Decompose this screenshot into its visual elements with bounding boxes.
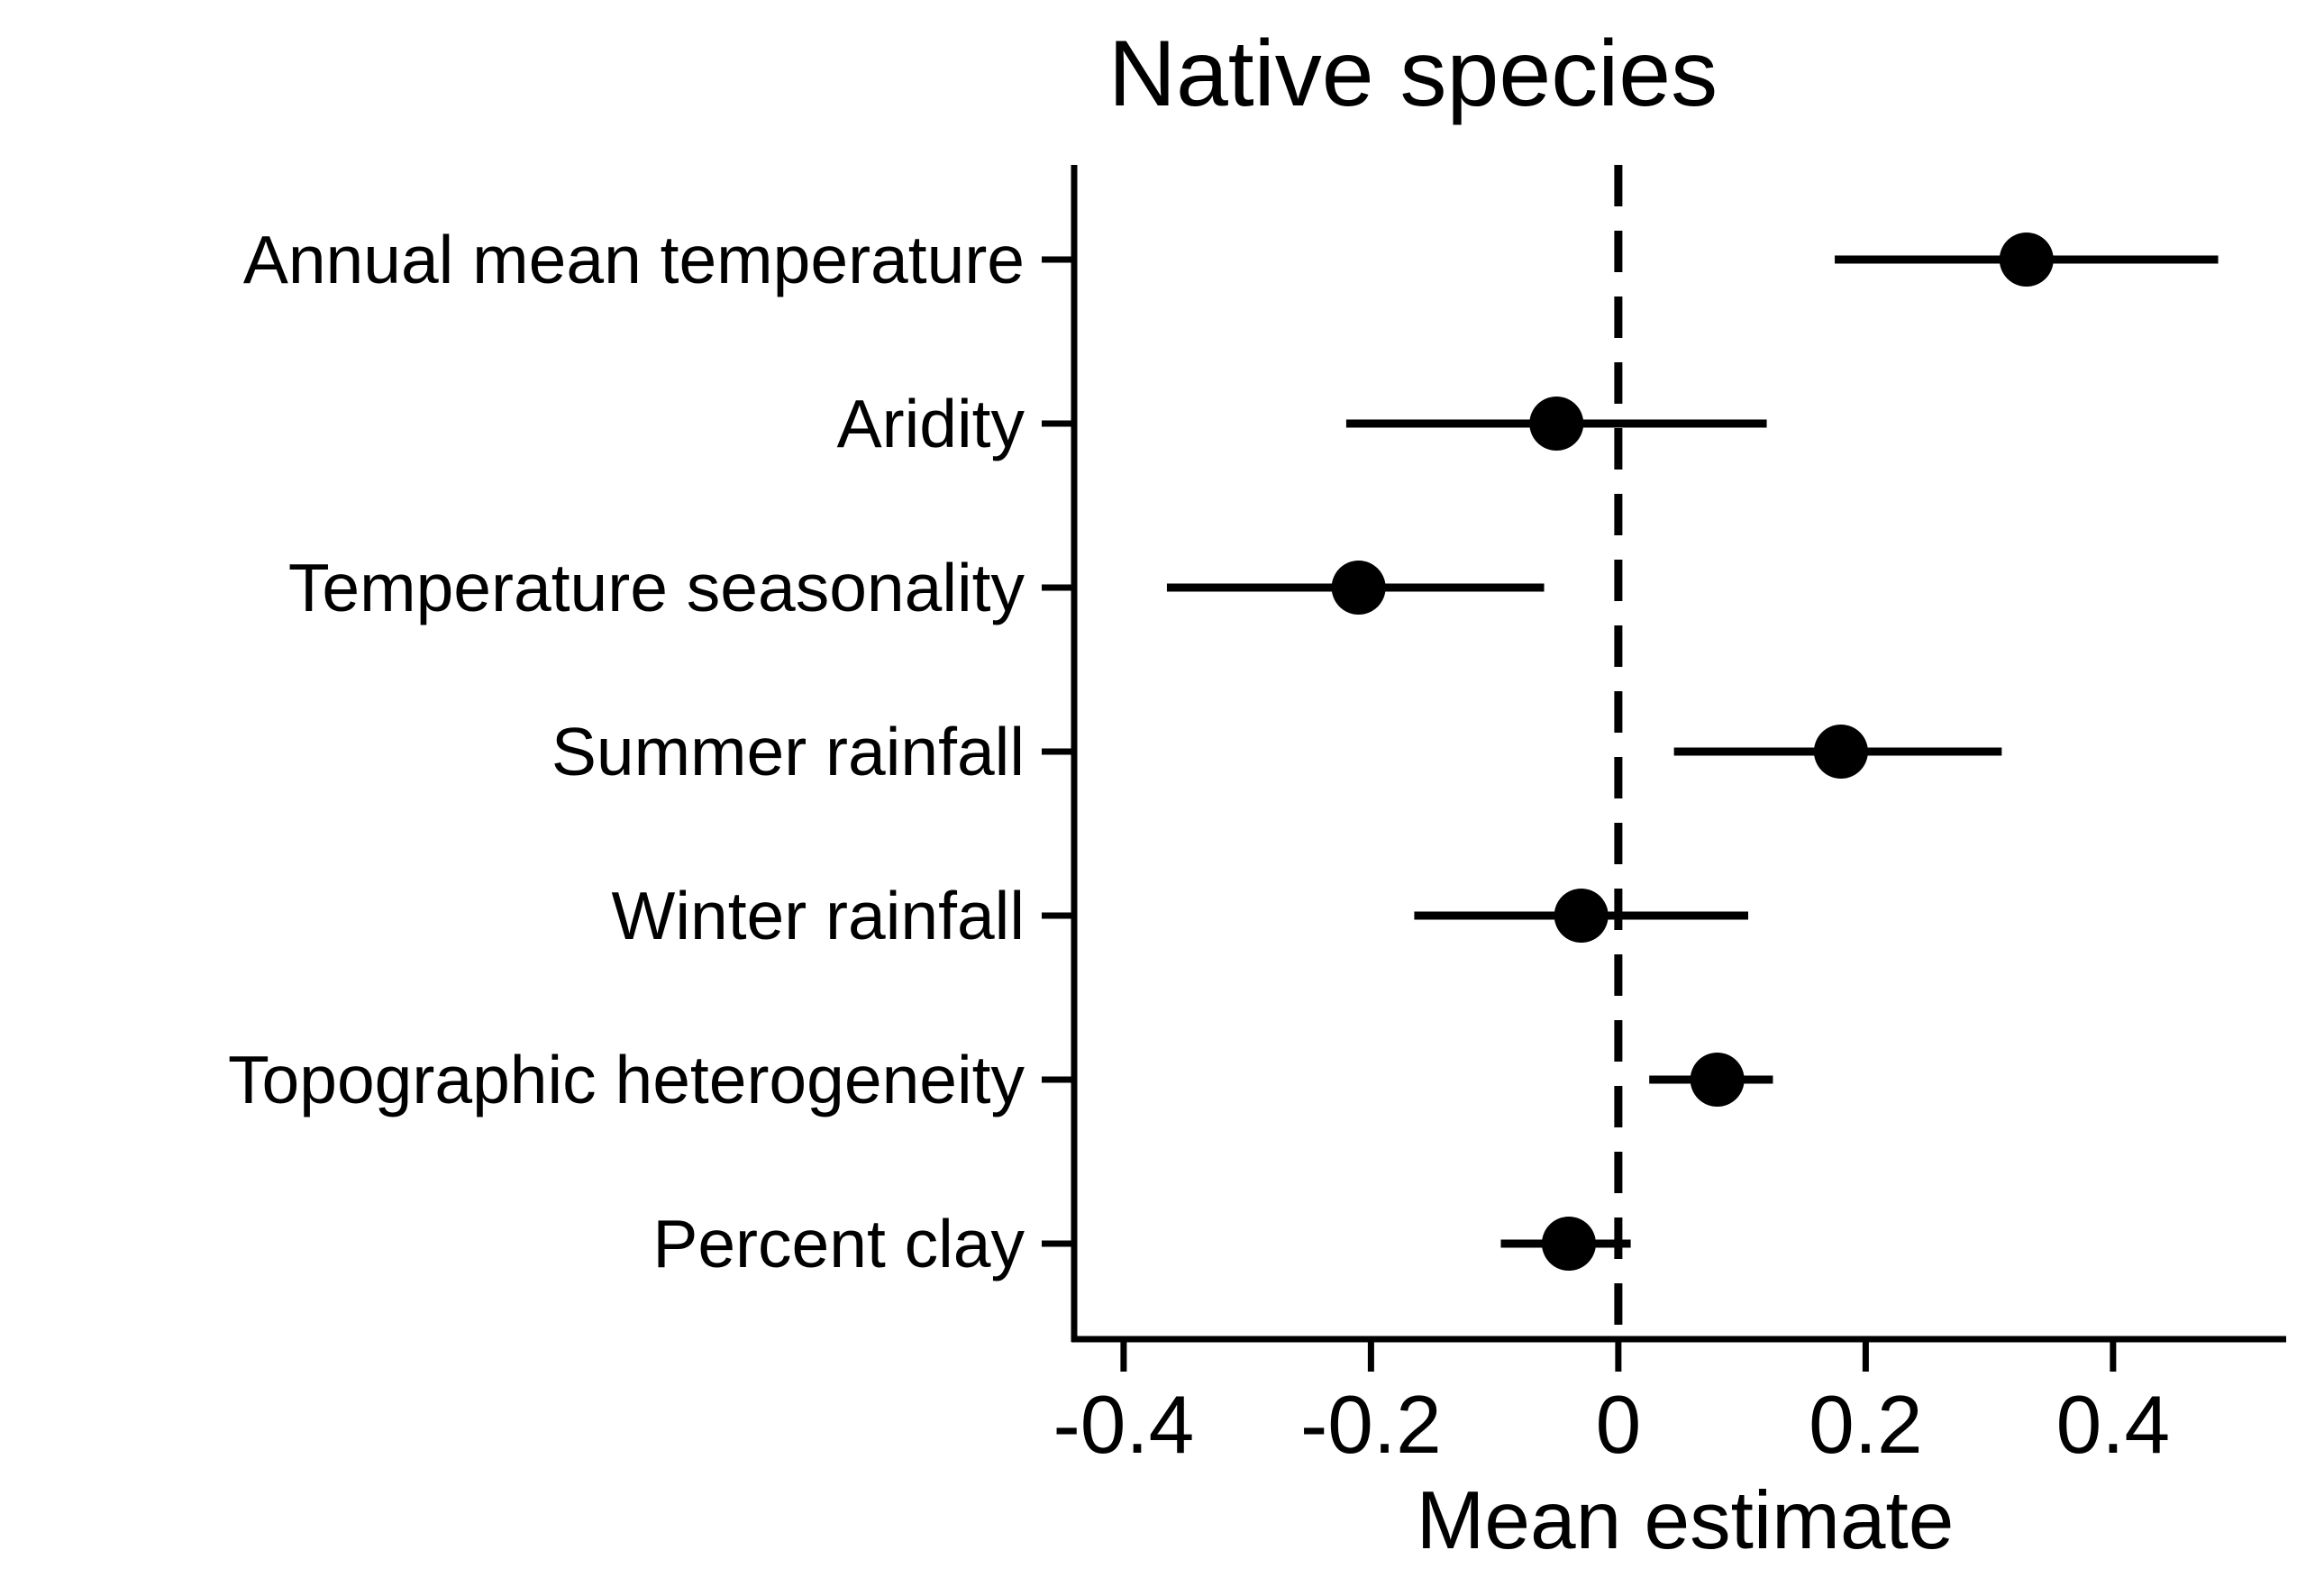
plot-area: Annual mean temperature Aridity Temperatur… [228,165,2286,1471]
y-tick-label: Aridity [837,386,1025,461]
chart-title: Native species [1108,22,1718,126]
x-tick-label: 0.4 [2056,1380,2171,1471]
x-tick-label: -0.2 [1300,1380,1442,1471]
estimate-point [1813,725,1868,779]
x-axis-title: Mean estimate [1417,1475,1955,1566]
y-tick-label: Topographic heterogeneity [228,1042,1025,1117]
estimate-point [1541,1217,1596,1271]
estimate-point [1999,233,2054,287]
estimate-point [1529,397,1584,451]
estimate-point [1554,889,1609,943]
x-tick-label: 0.2 [1809,1380,1923,1471]
x-tick-label: -0.4 [1053,1380,1194,1471]
estimate-point [1690,1053,1745,1107]
estimate-point [1331,561,1386,615]
x-tick-label: 0 [1596,1380,1642,1471]
y-tick-label: Summer rainfall [551,714,1025,789]
y-tick-label: Temperature seasonality [288,550,1025,625]
y-tick-label: Winter rainfall [612,878,1025,953]
y-tick-label: Annual mean temperature [243,222,1025,297]
y-tick-label: Percent clay [652,1206,1025,1281]
